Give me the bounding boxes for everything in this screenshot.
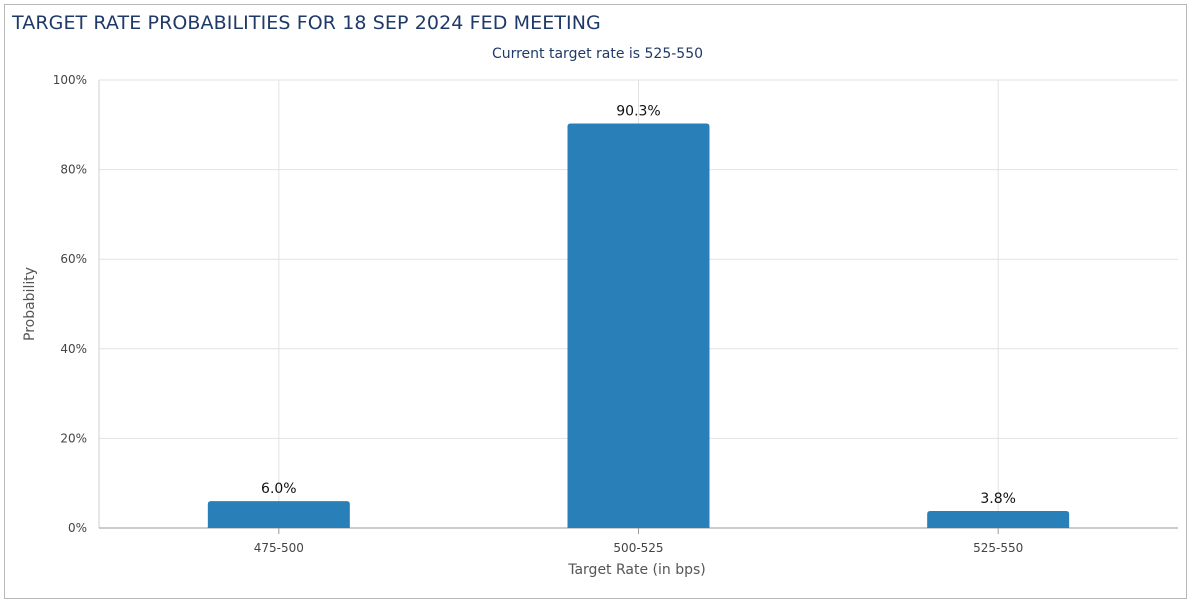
bar-data-label: 3.8% [980,491,1016,507]
chart-subtitle: Current target rate is 525-550 [491,46,704,62]
bar-475-500[interactable] [207,501,350,528]
y-axis-label: Probability [22,267,38,341]
x-tick-label: 475-500 [254,541,304,555]
label-layer: 0% 20% 40% 60% 80% 100% 6.0% 475-500 90.3% 500-52… [53,73,1024,555]
bar-525-550[interactable] [927,510,1070,528]
bar-data-label: 6.0% [261,481,297,497]
chart-title: TARGET RATE PROBABILITIES FOR 18 SEP 202… [12,12,601,34]
y-tick-label: 100% [53,73,87,87]
y-tick-label: 80% [60,163,87,177]
y-tick-label: 40% [60,342,87,356]
y-tick-label: 20% [60,431,87,445]
x-axis-label: Target Rate (in bps) [567,562,706,578]
bar-500-525[interactable] [567,123,710,529]
y-tick-label: 0% [68,521,87,535]
x-tick-label: 525-550 [973,541,1023,555]
bar-data-label: 90.3% [616,103,660,119]
x-tick-label: 500-525 [613,541,663,555]
bar-layer [207,123,1070,529]
y-tick-label: 60% [60,252,87,266]
